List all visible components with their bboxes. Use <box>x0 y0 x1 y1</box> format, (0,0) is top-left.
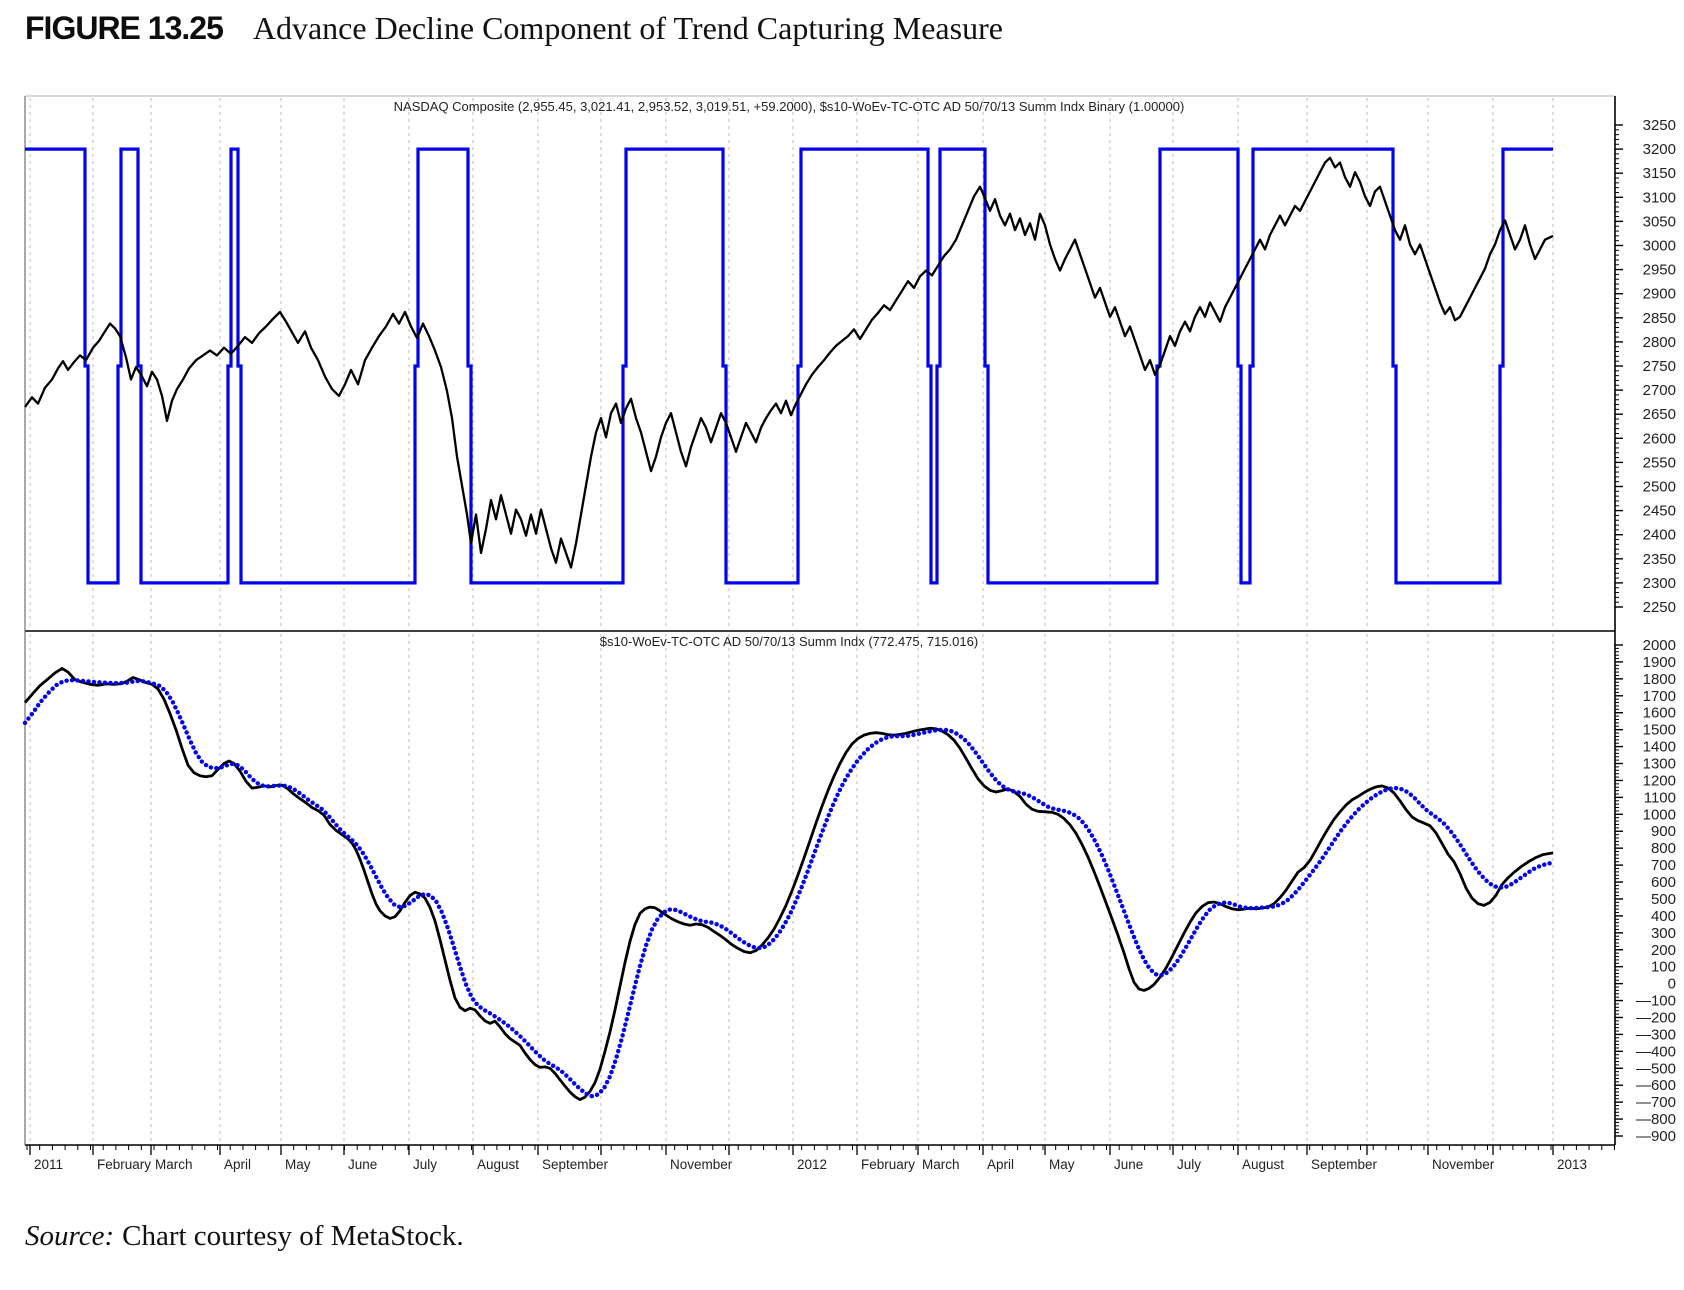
y-tick-label: 1300 <box>1643 756 1676 773</box>
x-tick-label: 2012 <box>797 1157 827 1172</box>
y-tick-label: 800 <box>1651 840 1676 857</box>
y-tick-label: 2600 <box>1643 430 1676 447</box>
y-tick-label: 1100 <box>1644 789 1676 806</box>
y-tick-label: 2300 <box>1643 575 1676 592</box>
summ-indx-signal-dotted-line <box>22 678 1556 1099</box>
y-tick-label: 1400 <box>1643 739 1676 756</box>
y-tick-label: 1500 <box>1643 722 1676 739</box>
y-tick-label: 2950 <box>1643 262 1676 279</box>
x-tick-label: August <box>477 1157 519 1172</box>
y-tick-label: 2500 <box>1643 479 1676 496</box>
x-tick-label: February <box>861 1157 915 1172</box>
y-tick-label: 2750 <box>1643 358 1676 375</box>
y-tick-label: 2400 <box>1643 527 1676 544</box>
y-tick-label: —200 <box>1636 1009 1676 1026</box>
y-tick-label: 1200 <box>1643 772 1676 789</box>
y-tick-label: 600 <box>1651 874 1676 891</box>
y-tick-label: 2550 <box>1643 454 1676 471</box>
x-tick-label: November <box>1432 1157 1495 1172</box>
x-tick-label: June <box>348 1157 377 1172</box>
y-tick-label: —800 <box>1636 1111 1676 1128</box>
x-tick-label: September <box>1311 1157 1378 1172</box>
source-prefix: Source: <box>25 1220 115 1252</box>
y-tick-label: 500 <box>1651 891 1676 908</box>
y-tick-label: 2350 <box>1643 551 1676 568</box>
nasdaq-composite-line <box>24 156 1554 569</box>
x-tick-label: June <box>1114 1157 1143 1172</box>
y-tick-label: 2700 <box>1643 382 1676 399</box>
x-tick-label: February <box>97 1157 151 1172</box>
y-tick-label: —500 <box>1636 1060 1676 1077</box>
y-tick-label: —300 <box>1636 1026 1676 1043</box>
figure-label: FIGURE 13.25 <box>25 10 224 46</box>
y-tick-label: 2000 <box>1643 637 1676 654</box>
panel2-title: $s10-WoEv-TC-OTC AD 50/70/13 Summ Indx (… <box>599 634 979 649</box>
y-tick-label: 3250 <box>1643 117 1676 134</box>
y-tick-label: 700 <box>1651 857 1676 874</box>
y-tick-label: 300 <box>1651 925 1676 942</box>
y-tick-label: 1800 <box>1643 671 1676 688</box>
x-tick-label: August <box>1242 1157 1284 1172</box>
y-tick-label: 900 <box>1651 823 1676 840</box>
figure-header: FIGURE 13.25 Advance Decline Component of… <box>25 10 1003 47</box>
y-tick-label: 2250 <box>1643 599 1676 616</box>
x-tick-label: April <box>987 1157 1014 1172</box>
y-tick-label: 2800 <box>1643 334 1676 351</box>
y-tick-label: 200 <box>1651 942 1676 959</box>
x-tick-label: 2011 <box>34 1157 63 1172</box>
y-tick-label: —700 <box>1636 1094 1676 1111</box>
x-tick-label: May <box>285 1157 311 1172</box>
summ-indx-line <box>23 667 1554 1101</box>
x-tick-label: March <box>155 1157 193 1172</box>
y-tick-label: 2650 <box>1643 406 1676 423</box>
binary-signal-line <box>25 147 1553 585</box>
y-tick-label: —900 <box>1636 1128 1676 1145</box>
y-tick-label: 3000 <box>1643 238 1676 255</box>
figure-title: Advance Decline Component of Trend Captu… <box>252 10 1003 46</box>
y-tick-label: —600 <box>1636 1077 1676 1094</box>
x-tick-label: July <box>413 1157 437 1172</box>
y-tick-label: —400 <box>1636 1043 1676 1060</box>
y-tick-label: 3200 <box>1643 141 1676 158</box>
source-text: Chart courtesy of MetaStock. <box>122 1220 464 1252</box>
y-tick-label: 2850 <box>1643 310 1676 327</box>
panel1-title: NASDAQ Composite (2,955.45, 3,021.41, 2,… <box>393 99 1185 114</box>
y-tick-label: 100 <box>1651 959 1676 976</box>
x-tick-label: April <box>224 1157 251 1172</box>
y-tick-label: 1900 <box>1643 654 1676 671</box>
y-tick-label: 3150 <box>1643 165 1676 182</box>
y-tick-label: 1000 <box>1643 806 1676 823</box>
y-tick-label: 1700 <box>1643 688 1676 705</box>
x-tick-label: November <box>670 1157 733 1172</box>
y-tick-label: 1600 <box>1643 705 1676 722</box>
y-tick-label: 2900 <box>1643 286 1676 303</box>
y-tick-label: —100 <box>1636 993 1676 1010</box>
y-tick-label: 3050 <box>1643 213 1676 230</box>
y-tick-label: 3100 <box>1643 189 1676 206</box>
y-tick-label: 400 <box>1651 908 1676 925</box>
y-tick-label: 2450 <box>1643 503 1676 520</box>
y-tick-label: 0 <box>1668 976 1676 993</box>
x-tick-label: July <box>1177 1157 1201 1172</box>
x-tick-label: 2013 <box>1557 1157 1587 1172</box>
x-tick-label: March <box>922 1157 960 1172</box>
x-tick-label: May <box>1049 1157 1075 1172</box>
source-note: Source: Chart courtesy of MetaStock. <box>25 1220 464 1253</box>
x-tick-label: September <box>542 1157 609 1172</box>
